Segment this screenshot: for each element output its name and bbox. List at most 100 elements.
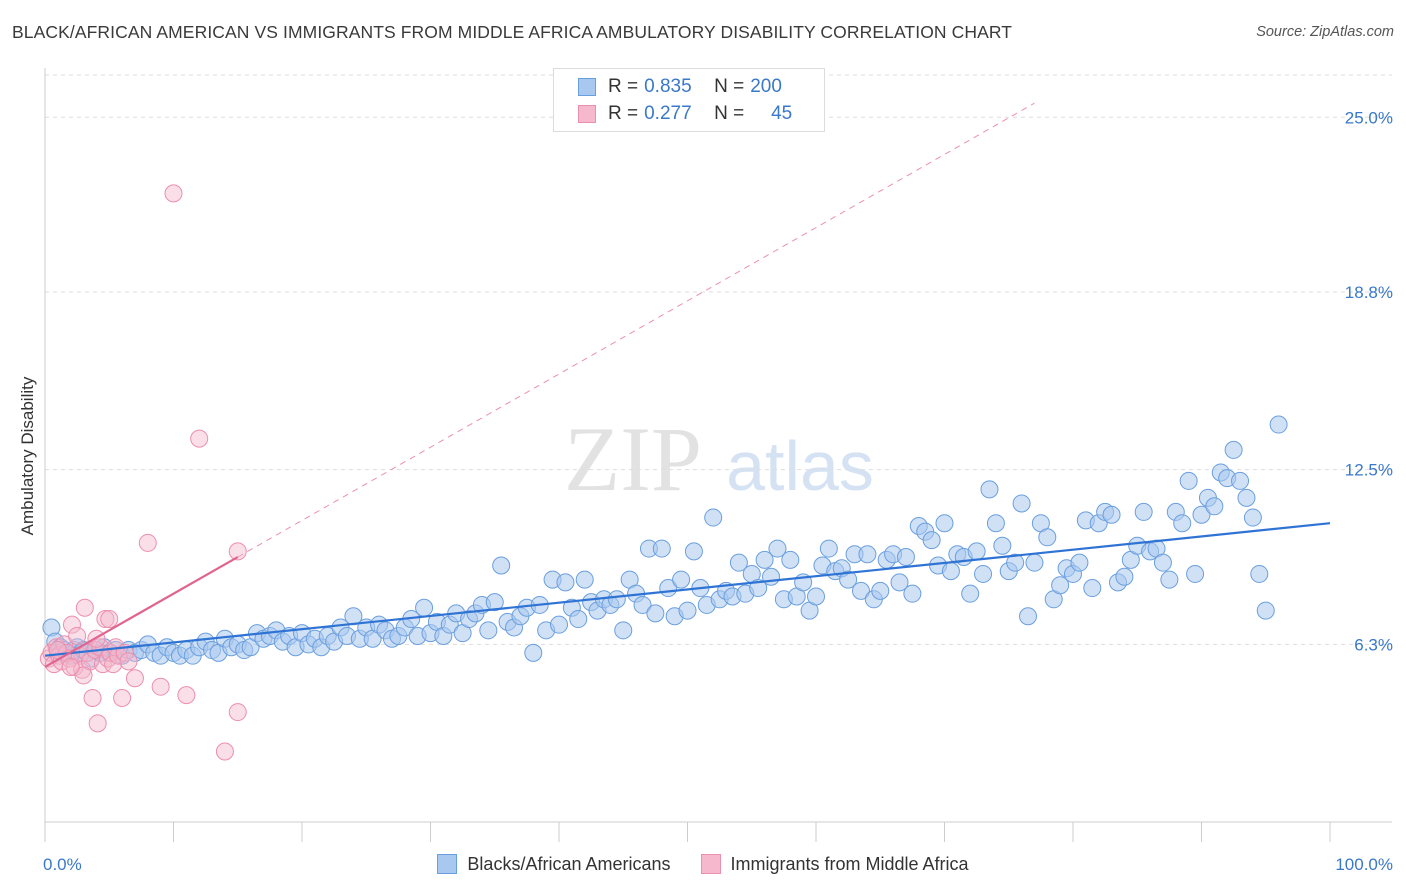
y-tick-label: 18.8% bbox=[1345, 283, 1393, 302]
trend-extension-immigrants bbox=[237, 102, 1035, 558]
data-point-immigrants bbox=[62, 615, 81, 634]
y-tick-labels: 6.3% 12.5% 18.8% 25.0% bbox=[1345, 108, 1393, 654]
data-point-blacks bbox=[1173, 514, 1192, 533]
series-blacks-points bbox=[42, 415, 1288, 668]
data-point-blacks bbox=[903, 584, 922, 603]
data-point-immigrants bbox=[68, 626, 87, 645]
data-point-blacks bbox=[569, 610, 588, 629]
data-point-blacks bbox=[980, 480, 999, 499]
data-point-blacks bbox=[550, 615, 568, 634]
axes bbox=[44, 68, 1392, 842]
data-point-blacks bbox=[672, 570, 691, 589]
data-point-blacks bbox=[768, 539, 787, 558]
data-point-blacks bbox=[851, 581, 870, 600]
data-point-blacks bbox=[646, 604, 665, 623]
data-point-blacks bbox=[704, 508, 723, 527]
pink-swatch bbox=[700, 854, 721, 874]
data-point-immigrants bbox=[100, 610, 119, 629]
data-point-immigrants bbox=[228, 542, 247, 561]
data-point-blacks bbox=[922, 531, 941, 550]
data-point-blacks bbox=[524, 643, 543, 662]
data-point-blacks bbox=[1205, 497, 1224, 516]
data-point-immigrants bbox=[228, 703, 247, 722]
data-point-blacks bbox=[1115, 567, 1134, 586]
data-point-immigrants bbox=[125, 669, 144, 688]
data-point-immigrants bbox=[215, 742, 234, 761]
r-value: 0.277 bbox=[644, 103, 692, 124]
data-point-immigrants bbox=[190, 429, 209, 448]
data-point-blacks bbox=[1224, 440, 1243, 459]
blue-swatch bbox=[578, 78, 596, 96]
data-point-immigrants bbox=[83, 688, 102, 707]
data-point-blacks bbox=[993, 536, 1012, 555]
legend-item-immigrants[interactable]: Immigrants from Middle Africa bbox=[700, 853, 969, 875]
data-point-blacks bbox=[935, 514, 954, 533]
stats-row-blacks: R = 0.835 N = 200 bbox=[578, 74, 782, 100]
data-point-blacks bbox=[1025, 553, 1044, 572]
legend-label-blacks: Blacks/African Americans bbox=[467, 853, 671, 874]
blue-swatch bbox=[437, 854, 458, 874]
data-point-blacks bbox=[890, 573, 909, 592]
data-point-blacks bbox=[633, 595, 652, 614]
grid-lines bbox=[45, 74, 1392, 645]
data-point-blacks bbox=[819, 539, 838, 558]
data-point-blacks bbox=[556, 573, 575, 592]
data-point-blacks bbox=[1012, 494, 1031, 513]
watermark: ZIP atlas bbox=[564, 408, 874, 510]
data-point-immigrants bbox=[96, 610, 115, 629]
data-point-blacks bbox=[1179, 471, 1198, 490]
trend-line-immigrants bbox=[44, 556, 239, 668]
n-value: 200 bbox=[750, 76, 782, 97]
data-point-immigrants bbox=[61, 657, 80, 676]
data-point-blacks bbox=[1231, 471, 1250, 490]
data-point-blacks bbox=[1102, 505, 1121, 524]
y-tick-label: 12.5% bbox=[1345, 461, 1393, 480]
data-point-immigrants bbox=[151, 677, 170, 696]
data-point-immigrants bbox=[177, 686, 196, 705]
data-point-blacks bbox=[896, 548, 915, 567]
chart-title: BLACK/AFRICAN AMERICAN VS IMMIGRANTS FRO… bbox=[12, 22, 1013, 42]
data-point-blacks bbox=[961, 584, 980, 603]
data-point-blacks bbox=[1134, 502, 1153, 521]
data-point-blacks bbox=[1192, 505, 1211, 524]
data-point-blacks bbox=[839, 570, 858, 589]
watermark-zip: ZIP bbox=[564, 408, 702, 510]
trend-line-blacks bbox=[44, 522, 1331, 657]
data-point-blacks bbox=[1070, 553, 1089, 572]
stats-row-immigrants: R = 0.277 N = 45 bbox=[578, 101, 792, 127]
y-tick-label: 25.0% bbox=[1345, 108, 1393, 127]
n-value: 45 bbox=[771, 103, 793, 124]
trend-extension bbox=[237, 102, 1035, 558]
data-point-immigrants bbox=[74, 666, 93, 685]
y-tick-label: 6.3% bbox=[1354, 635, 1393, 654]
data-point-immigrants bbox=[119, 652, 138, 671]
legend-item-blacks[interactable]: Blacks/African Americans bbox=[437, 853, 671, 875]
data-point-blacks bbox=[1153, 553, 1172, 572]
data-point-blacks bbox=[1250, 564, 1269, 583]
data-point-blacks bbox=[652, 539, 671, 558]
n-label: N = bbox=[714, 76, 745, 97]
legend: Blacks/African Americans Immigrants from… bbox=[0, 851, 1406, 877]
data-point-blacks bbox=[614, 621, 633, 640]
legend-label-immigrants: Immigrants from Middle Africa bbox=[730, 853, 969, 874]
data-point-blacks bbox=[1237, 488, 1256, 507]
data-point-blacks bbox=[967, 542, 986, 561]
data-point-blacks bbox=[575, 570, 594, 589]
x-tick-labels: 0.0% 100.0% bbox=[43, 855, 1393, 874]
data-point-blacks bbox=[1019, 607, 1038, 626]
data-point-blacks bbox=[1051, 576, 1070, 595]
data-point-blacks bbox=[871, 581, 890, 600]
data-point-immigrants bbox=[138, 533, 157, 552]
data-point-blacks bbox=[678, 601, 697, 620]
data-point-blacks bbox=[1083, 579, 1102, 598]
series-immigrants-points bbox=[39, 184, 247, 761]
data-point-blacks bbox=[479, 621, 498, 640]
data-point-blacks bbox=[485, 593, 504, 612]
r-label: R = bbox=[608, 76, 639, 97]
x-tick-label: 100.0% bbox=[1335, 855, 1393, 874]
data-point-blacks bbox=[1269, 415, 1288, 434]
data-point-blacks bbox=[1038, 528, 1057, 547]
data-point-blacks bbox=[492, 556, 511, 575]
data-point-immigrants bbox=[88, 714, 107, 733]
